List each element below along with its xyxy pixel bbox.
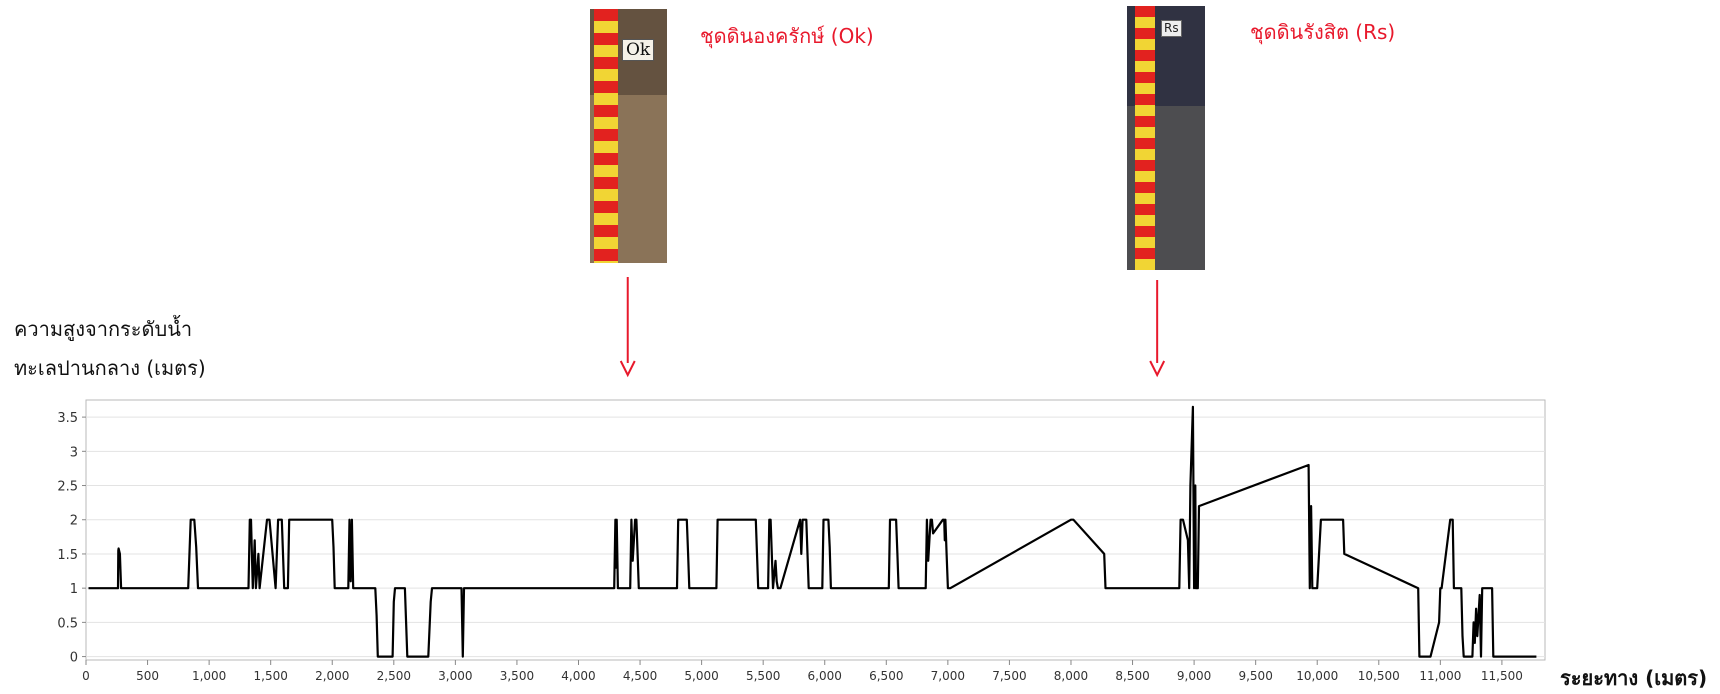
soil-tag: Ok — [622, 39, 655, 61]
ruler-checker — [1145, 17, 1155, 270]
x-tick-label: 7,500 — [992, 669, 1026, 683]
x-tick-label: 1,500 — [254, 669, 288, 683]
x-tick-label: 8,500 — [1115, 669, 1149, 683]
arrow-head — [1149, 360, 1166, 378]
x-tick-label: 500 — [136, 669, 159, 683]
x-tick-label: 7,000 — [931, 669, 965, 683]
x-tick-label: 11,000 — [1419, 669, 1461, 683]
soil-tag: Rs — [1161, 20, 1182, 37]
x-tick-label: 8,000 — [1054, 669, 1088, 683]
y-tick-label: 0.5 — [57, 616, 78, 631]
x-tick-label: 1,000 — [192, 669, 226, 683]
x-tick-label: 10,500 — [1358, 669, 1400, 683]
soil-series-label-rs: ชุดดินรังสิต (Rs) — [1250, 20, 1396, 44]
x-tick-label: 9,500 — [1238, 669, 1272, 683]
x-tick-label: 5,000 — [684, 669, 718, 683]
x-tick-label: 3,000 — [438, 669, 472, 683]
x-axis-label: ระยะทาง (เมตร) — [1560, 666, 1708, 690]
ruler-checker — [606, 21, 618, 263]
arrow-head — [619, 360, 636, 378]
y-tick-label: 1.5 — [57, 548, 78, 563]
y-tick-label: 0 — [70, 651, 78, 666]
x-tick-label: 3,500 — [500, 669, 534, 683]
y-tick-label: 2 — [70, 514, 78, 529]
y-tick-label: 1 — [70, 582, 78, 597]
soil-profile-photo-ok: Ok — [590, 9, 667, 263]
y-tick-label: 2.5 — [57, 480, 78, 495]
y-tick-label: 3 — [70, 445, 78, 460]
elevation-plot: 0 0.5 1 1.5 2 2.5 3 3.5 0 500 1,000 1,500 2,000 2,500… — [57, 399, 1546, 683]
x-tick-label: 5,500 — [746, 669, 780, 683]
y-axis-label-line-1: ความสูงจากระดับน้ำ — [14, 317, 193, 341]
x-tick-label: 6,000 — [808, 669, 842, 683]
x-tick-label: 0 — [82, 669, 90, 683]
soil-series-label-ok: ชุดดินองครักษ์ (Ok) — [700, 24, 874, 48]
x-tick-label: 4,000 — [561, 669, 595, 683]
x-tick-label: 10,000 — [1296, 669, 1338, 683]
pointer-arrows — [619, 277, 1166, 378]
series-line — [88, 405, 1537, 658]
x-tick-label: 2,000 — [315, 669, 349, 683]
x-tick-label: 6,500 — [869, 669, 903, 683]
x-tick-label: 9,000 — [1177, 669, 1211, 683]
y-axis-label-line-2: ทะเลปานกลาง (เมตร) — [14, 356, 206, 380]
x-tick-label: 4,500 — [623, 669, 657, 683]
y-tick-label: 3.5 — [57, 411, 78, 426]
x-tick-label: 11,500 — [1481, 669, 1523, 683]
x-tick-label: 2,500 — [377, 669, 411, 683]
plot-area — [85, 399, 1546, 661]
soil-profile-photo-rs: Rs — [1127, 6, 1205, 270]
